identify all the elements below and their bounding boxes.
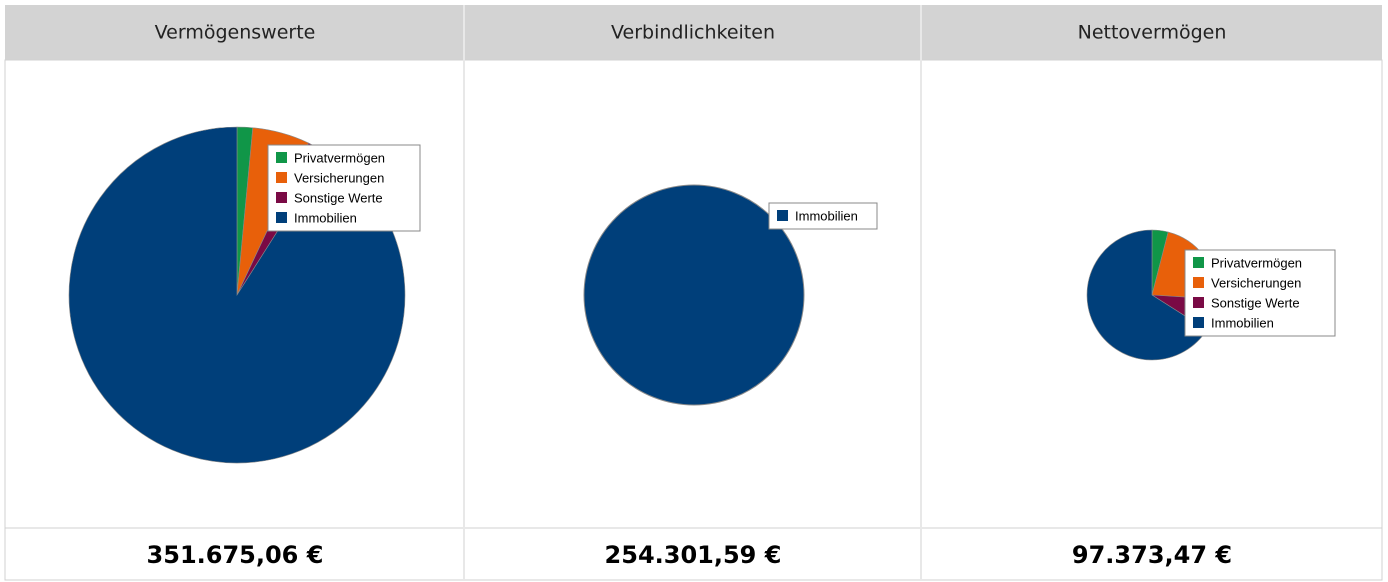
legend-label: Sonstige Werte	[1211, 295, 1300, 310]
column-header: Verbindlichkeiten	[611, 22, 775, 44]
legend-box	[1184, 249, 1336, 337]
legend-label: Privatvermögen	[294, 150, 385, 165]
column-total: 351.675,06 €	[147, 541, 324, 569]
legend-label: Sonstige Werte	[294, 190, 383, 205]
legend-label: Versicherungen	[294, 170, 384, 185]
column-header: Nettovermögen	[1078, 22, 1227, 44]
legend-label: Immobilien	[1211, 315, 1274, 330]
pie-slice	[1086, 229, 1208, 361]
legend-swatch	[276, 212, 287, 223]
legend-swatch	[276, 172, 287, 183]
legend-swatch	[276, 192, 287, 203]
legend-swatch	[1193, 317, 1204, 328]
legend-swatch	[777, 210, 788, 221]
legend-label: Immobilien	[294, 210, 357, 225]
legend-swatch	[276, 152, 287, 163]
column-total: 254.301,59 €	[605, 541, 782, 569]
legend-label: Immobilien	[795, 208, 858, 223]
column-total: 97.373,47 €	[1072, 541, 1232, 569]
legend-box	[267, 144, 421, 232]
header-row	[5, 5, 1382, 60]
column-header: Vermögenswerte	[155, 22, 316, 44]
legend-swatch	[1193, 277, 1204, 288]
pie-slice	[583, 184, 805, 406]
legend-label: Versicherungen	[1211, 275, 1301, 290]
legend-label: Privatvermögen	[1211, 255, 1302, 270]
legend-swatch	[1193, 297, 1204, 308]
legend-swatch	[1193, 257, 1204, 268]
